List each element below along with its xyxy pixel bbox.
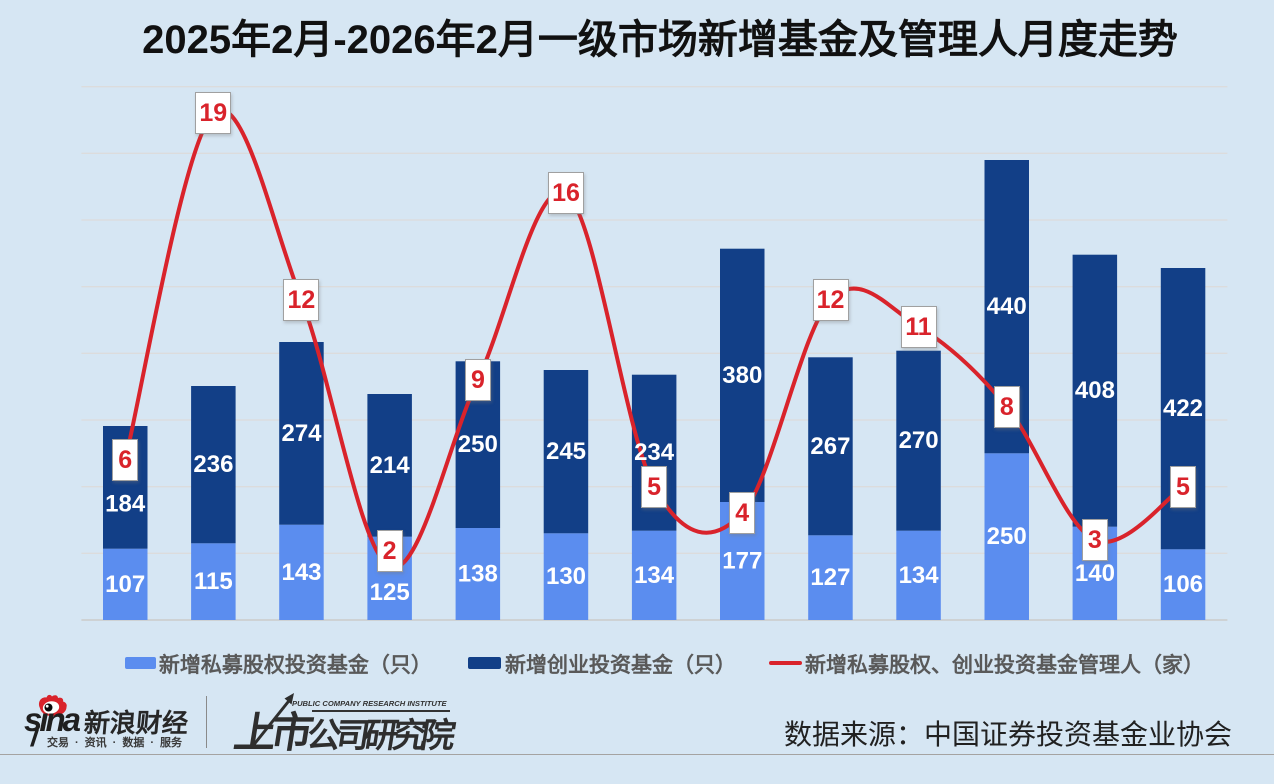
svg-text:107: 107 [105, 571, 145, 598]
svg-text:143: 143 [281, 559, 321, 586]
svg-text:177: 177 [722, 548, 762, 575]
svg-text:270: 270 [899, 427, 939, 454]
svg-text:408: 408 [1075, 377, 1115, 404]
svg-text:380: 380 [722, 362, 762, 389]
svg-text:274: 274 [281, 420, 322, 447]
svg-text:236: 236 [193, 451, 233, 478]
svg-text:250: 250 [458, 431, 498, 458]
svg-text:140: 140 [1075, 560, 1115, 587]
svg-text:422: 422 [1163, 395, 1203, 422]
svg-text:130: 130 [546, 563, 586, 590]
svg-text:138: 138 [458, 561, 498, 588]
svg-text:184: 184 [105, 491, 146, 518]
svg-text:134: 134 [634, 562, 675, 589]
svg-text:440: 440 [987, 293, 1027, 320]
svg-text:250: 250 [987, 523, 1027, 550]
svg-text:134: 134 [899, 562, 940, 589]
svg-text:106: 106 [1163, 571, 1203, 598]
svg-text:234: 234 [634, 439, 675, 466]
svg-text:127: 127 [810, 564, 850, 591]
svg-text:125: 125 [370, 579, 410, 606]
svg-text:245: 245 [546, 438, 586, 465]
svg-text:214: 214 [370, 452, 411, 479]
svg-text:115: 115 [194, 568, 233, 595]
svg-text:sına: sına [24, 701, 81, 738]
svg-text:267: 267 [810, 433, 850, 460]
